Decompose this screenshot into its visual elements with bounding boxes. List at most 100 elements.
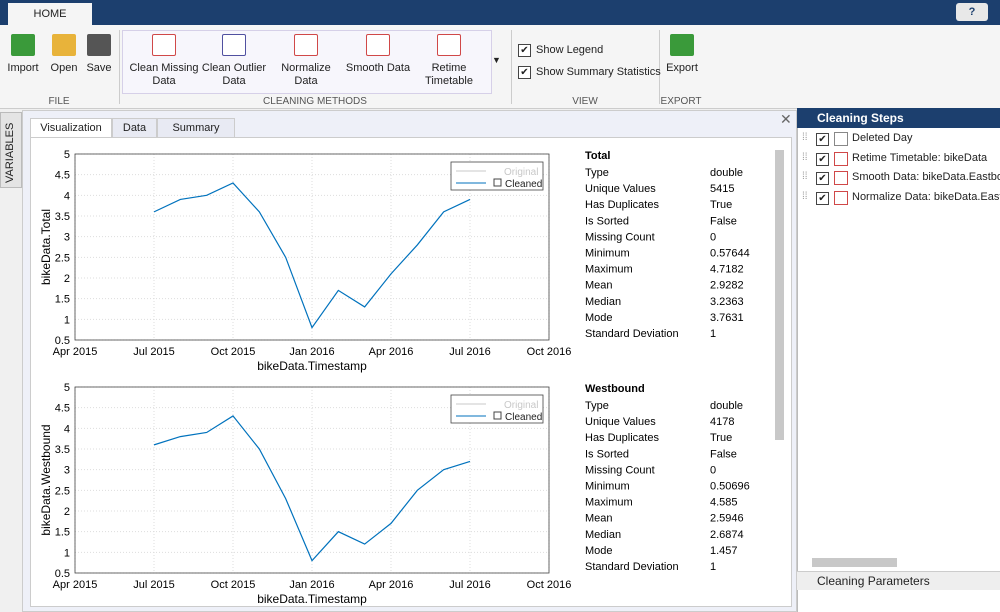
option-label: Show Legend	[536, 44, 603, 56]
x-tick-label: Jan 2016	[289, 346, 334, 358]
stat-value: 1.457	[710, 545, 738, 557]
steps-header[interactable]: Cleaning Steps	[797, 108, 1000, 128]
checkbox[interactable]: ✔	[518, 66, 531, 79]
button-label: Clean Missing Data	[128, 62, 200, 88]
toolbar-button[interactable]: Export	[660, 34, 704, 75]
option-label: Show Summary Statistics	[536, 66, 661, 78]
group-label: CLEANING METHODS	[120, 96, 510, 107]
stat-name: Median	[585, 296, 621, 308]
group-label: EXPORT	[658, 96, 704, 107]
button-icon	[87, 34, 111, 56]
y-tick-label: 2	[64, 506, 70, 518]
legend-label: Original	[504, 167, 538, 178]
drag-handle[interactable]: ⁞⁞	[802, 191, 808, 202]
step-icon	[834, 191, 848, 205]
legend-label: Cleaned	[505, 412, 542, 423]
stat-name: Missing Count	[585, 231, 655, 243]
drag-handle[interactable]: ⁞⁞	[802, 171, 808, 182]
step-checkbox[interactable]: ✔	[816, 172, 829, 185]
stat-value: 4.585	[710, 497, 738, 509]
button-icon	[294, 34, 318, 56]
y-tick-label: 1	[64, 314, 70, 326]
stat-value: double	[710, 400, 743, 412]
x-tick-label: Apr 2016	[369, 579, 414, 591]
stat-value: 2.6874	[710, 529, 744, 541]
step-checkbox[interactable]: ✔	[816, 133, 829, 146]
step-label[interactable]: Deleted Day	[852, 132, 1000, 144]
steps-title: Cleaning Steps	[817, 111, 904, 125]
step-label[interactable]: Retime Timetable: bikeData	[852, 152, 1000, 164]
button-label: Retime Timetable	[418, 62, 480, 88]
help-button[interactable]: ?	[956, 3, 988, 21]
toolbar-button[interactable]: Save	[82, 34, 116, 75]
drag-handle[interactable]: ⁞⁞	[802, 152, 808, 163]
stat-value: False	[710, 448, 737, 460]
doc-tab[interactable]: Visualization	[30, 118, 112, 137]
stat-value: double	[710, 167, 743, 179]
group-separator	[119, 30, 120, 104]
x-axis-label: bikeData.Timestamp	[257, 592, 367, 606]
button-label: Import	[4, 62, 42, 75]
stat-name: Standard Deviation	[585, 561, 679, 573]
y-axis-label: bikeData.Westbound	[39, 424, 53, 535]
toolbar-button[interactable]: Normalize Data	[274, 34, 338, 88]
button-icon	[52, 34, 76, 56]
drag-handle[interactable]: ⁞⁞	[802, 132, 808, 143]
stat-name: Is Sorted	[585, 215, 629, 227]
y-tick-label: 2.5	[55, 485, 70, 497]
stat-value: 1	[710, 561, 716, 573]
stat-name: Has Duplicates	[585, 199, 659, 211]
button-icon	[366, 34, 390, 56]
y-tick-label: 2.5	[55, 252, 70, 264]
legend-label: Cleaned	[505, 179, 542, 190]
x-tick-label: Jul 2016	[449, 579, 491, 591]
stat-name: Type	[585, 167, 609, 179]
stat-value: 1	[710, 328, 716, 340]
x-tick-label: Jul 2015	[133, 579, 175, 591]
x-tick-label: Jul 2016	[449, 346, 491, 358]
stat-value: 4178	[710, 416, 734, 428]
stat-name: Is Sorted	[585, 448, 629, 460]
h-scrollbar[interactable]	[812, 558, 897, 567]
step-label[interactable]: Smooth Data: bikeData.Eastbo	[852, 171, 1000, 183]
stat-name: Median	[585, 529, 621, 541]
doc-tab[interactable]: Summary	[157, 118, 235, 137]
stat-name: Standard Deviation	[585, 328, 679, 340]
stat-name: Unique Values	[585, 183, 656, 195]
stat-name: Mode	[585, 545, 613, 557]
toolbar-button[interactable]: Import	[4, 34, 42, 75]
y-tick-label: 1.5	[55, 527, 70, 539]
stat-value: False	[710, 215, 737, 227]
stat-value: 5415	[710, 183, 734, 195]
toolbar-button[interactable]: Smooth Data	[340, 34, 416, 75]
stat-name: Has Duplicates	[585, 432, 659, 444]
y-tick-label: 4	[64, 190, 70, 202]
legend-label: Original	[504, 400, 538, 411]
toolbar-button[interactable]: Open	[46, 34, 82, 75]
step-checkbox[interactable]: ✔	[816, 153, 829, 166]
step-label[interactable]: Normalize Data: bikeData.East	[852, 191, 1000, 203]
toolbar-button[interactable]: Clean Outlier Data	[200, 34, 268, 88]
x-tick-label: Apr 2015	[53, 346, 98, 358]
params-header[interactable]: Cleaning Parameters	[797, 571, 1000, 590]
data-line	[154, 416, 470, 561]
checkbox[interactable]: ✔	[518, 44, 531, 57]
stat-name: Minimum	[585, 248, 630, 260]
x-tick-label: Oct 2016	[527, 346, 572, 358]
stat-value: 3.2363	[710, 296, 744, 308]
stats-title: Total	[585, 150, 610, 162]
stat-name: Maximum	[585, 264, 633, 276]
button-label: Smooth Data	[340, 62, 416, 75]
params-title: Cleaning Parameters	[817, 574, 930, 588]
button-icon	[222, 34, 246, 56]
doc-tab[interactable]: Data	[112, 118, 157, 137]
x-tick-label: Apr 2016	[369, 346, 414, 358]
toolbar-button[interactable]: Clean Missing Data	[128, 34, 200, 88]
toolbar-button[interactable]: Retime Timetable	[418, 34, 480, 88]
step-checkbox[interactable]: ✔	[816, 192, 829, 205]
stat-value: 0.50696	[710, 481, 750, 493]
y-tick-label: 1	[64, 547, 70, 559]
data-line	[154, 183, 470, 328]
stat-value: 0	[710, 464, 716, 476]
stat-name: Maximum	[585, 497, 633, 509]
